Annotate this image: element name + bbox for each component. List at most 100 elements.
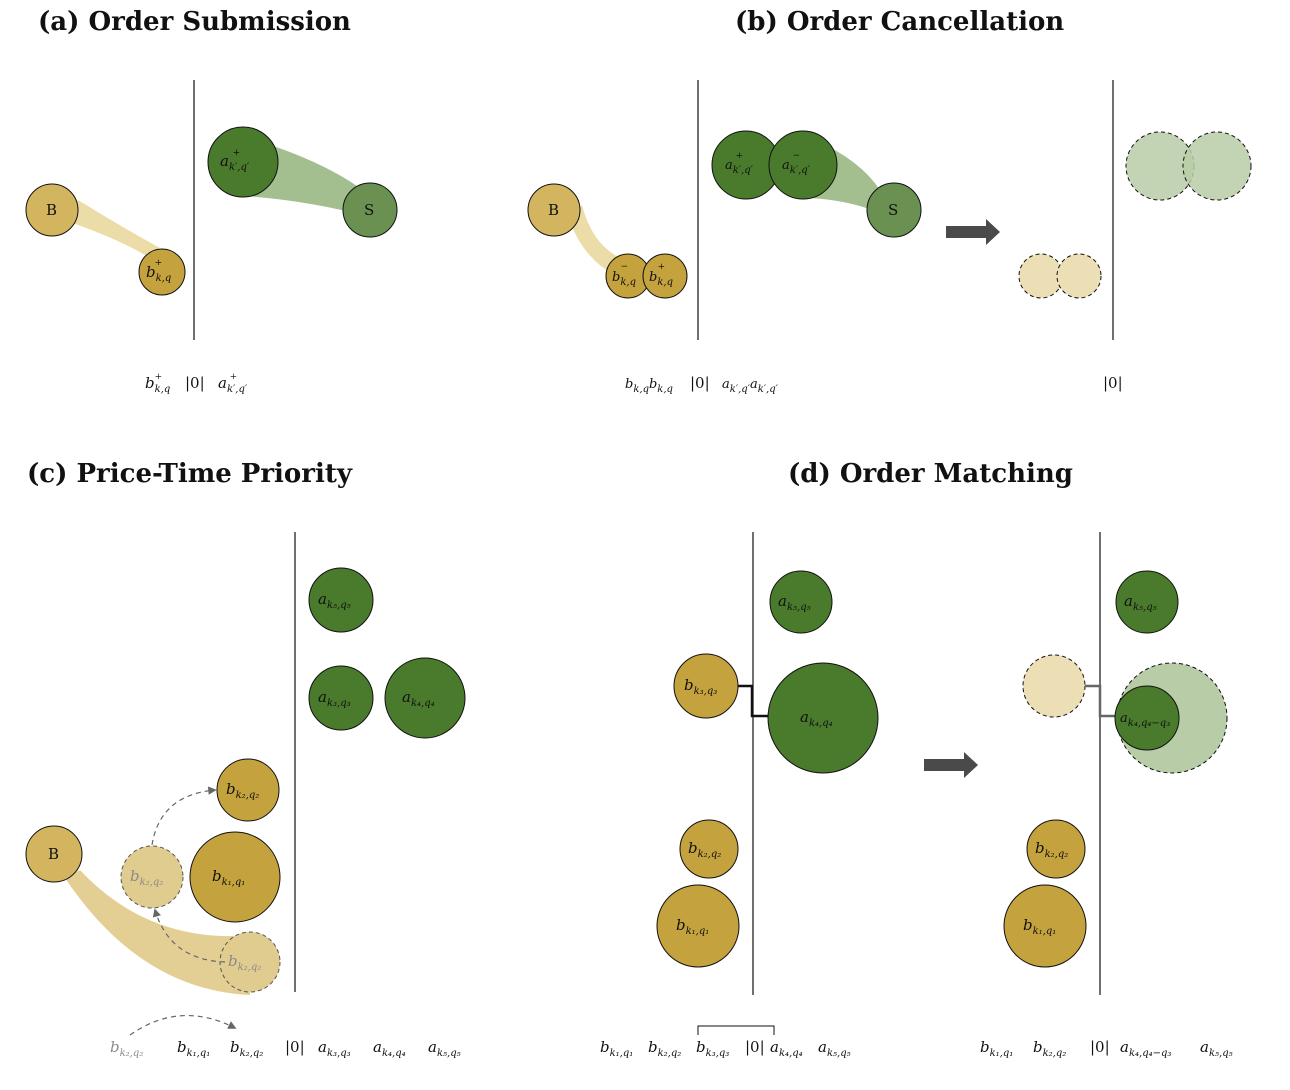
panel-c-book-arrow — [129, 1014, 237, 1036]
panel-a-title: (a) Order Submission — [38, 7, 351, 37]
panel-a-book-bid-sup: + — [155, 369, 162, 383]
panel-c-bid-k2q2 — [216, 758, 280, 822]
panel-d-after-bid-k1q1-label: bk₁,q₁ — [1023, 916, 1056, 937]
panel-d-after-book-k4q4q3: ak₄,q₄−q₃ — [1120, 1038, 1171, 1059]
panel-b-book-right: ak′,q′ak′,q′ — [722, 377, 779, 395]
panel-d-book-k1q1: bk₁,q₁ — [600, 1038, 633, 1059]
panel-c-ask-k5q5 — [308, 567, 374, 633]
panel-c-bid-k1q1 — [189, 831, 281, 923]
panel-b-ask-minus-circle — [768, 130, 838, 200]
panel-c-ask-k4q4 — [384, 657, 466, 739]
panel-a: (a) Order Submission B bk,q + ak′,q′ + S… — [25, 7, 398, 395]
panel-d-after-book-k1q1: bk₁,q₁ — [980, 1038, 1013, 1059]
panel-c-bid-k2q2-label: bk₂,q₂ — [226, 780, 259, 801]
right-arrow-icon — [946, 219, 1000, 245]
right-arrow-icon — [924, 752, 978, 778]
panel-a-ask-sup: + — [233, 145, 240, 159]
panel-a-book-ask-sup: + — [230, 369, 237, 383]
panel-a-book-zero: |0| — [185, 374, 205, 392]
panel-d-bid-k3q3-label: bk₃,q₃ — [684, 676, 717, 697]
panel-b-ask-plus-label: ak′,q′ — [725, 158, 754, 176]
panel-b-buyer-circle — [527, 183, 581, 237]
panel-b-cancelled-bid-1 — [1018, 253, 1064, 299]
panel-d-after-book-k5q5: ak₅,q₅ — [1200, 1038, 1233, 1059]
panel-a-bid-label: bk,q — [146, 263, 171, 284]
panel-b-ask-minus-sup: − — [793, 148, 800, 162]
panel-b-ask-minus-label: ak′,q′ — [782, 158, 811, 176]
panel-d-after-bid-k2q2-label: bk₂,q₂ — [1035, 839, 1068, 860]
panel-b-ask-plus-sup: + — [736, 148, 743, 162]
panel-d-after-connector — [1085, 684, 1116, 718]
panel-d-book-k2q2: bk₂,q₂ — [648, 1038, 681, 1059]
panel-b-bid-minus-label: bk,q — [612, 270, 636, 288]
panel-b-bid-minus-sup: − — [621, 259, 628, 273]
panel-d: (d) Order Matching bk₃,q₃ ak₄,q₄ ak₅,q₅ … — [600, 459, 1233, 1059]
panel-a-buyer-plume — [70, 200, 160, 255]
panel-b-buyer-plume — [570, 205, 620, 275]
panel-b-bid-plus-label: bk,q — [649, 270, 673, 288]
panel-b-cancelled-ask-2 — [1182, 131, 1252, 201]
panel-d-match-connector — [738, 684, 768, 718]
panel-d-ask-k5q5-label: ak₅,q₅ — [778, 592, 811, 613]
panel-d-book-bracket — [697, 1025, 775, 1035]
panel-d-title: (d) Order Matching — [788, 459, 1073, 489]
panel-c-title: (c) Price-Time Priority — [27, 459, 353, 489]
panel-c-buyer-label: B — [48, 845, 59, 863]
panel-d-bid-k2q2-label: bk₂,q₂ — [688, 839, 721, 860]
panel-a-seller-circle — [342, 182, 398, 238]
panel-a-seller-label: S — [364, 201, 374, 219]
panel-d-book-k5q5: ak₅,q₅ — [818, 1038, 851, 1059]
panel-d-book-zero: |0| — [745, 1038, 765, 1056]
panel-d-after-bid-k2q2 — [1026, 819, 1086, 879]
panel-a-book-bid: bk,q — [145, 374, 170, 395]
panel-d-bid-k2q2 — [679, 819, 739, 879]
panel-c-faded-mid-label: bk₂,q₂ — [130, 867, 163, 888]
panel-c: (c) Price-Time Priority B bk₂,q₂ bk₂,q₂ … — [25, 459, 466, 1059]
panel-c-bid-k1q1-label: bk₁,q₁ — [212, 867, 245, 888]
panel-a-ask-circle — [207, 126, 279, 198]
panel-c-book-k2q2: bk₂,q₂ — [230, 1038, 263, 1059]
panel-b: (b) Order Cancellation B bk,q − bk,q + a… — [527, 7, 1252, 395]
panel-a-bid-sup: + — [155, 255, 162, 269]
panel-d-filled-bid — [1022, 654, 1086, 718]
panel-a-book-ask: ak′,q′ — [218, 374, 248, 395]
panel-c-ask-k3q3-label: ak₃,q₃ — [318, 688, 351, 709]
panel-d-bid-k1q1 — [656, 884, 740, 968]
panel-c-book-k5q5: ak₅,q₅ — [428, 1038, 461, 1059]
panel-b-title: (b) Order Cancellation — [735, 7, 1064, 37]
panel-b-seller-circle — [866, 182, 922, 238]
panel-d-after-book-zero: |0| — [1090, 1038, 1110, 1056]
panel-d-after-ask-k5q5 — [1115, 570, 1179, 634]
panel-a-bid-circle — [138, 248, 186, 296]
panel-c-ask-k5q5-label: ak₅,q₅ — [318, 590, 351, 611]
panel-c-buyer-circle — [25, 825, 83, 883]
panel-c-buyer-plume — [65, 870, 255, 995]
panel-c-ask-k4q4-label: ak₄,q₄ — [402, 688, 435, 709]
panel-d-book-k4q4: ak₄,q₄ — [770, 1038, 803, 1059]
panel-b-after-book-zero: |0| — [1103, 374, 1123, 392]
panel-b-bid-plus-circle — [642, 253, 688, 299]
panel-b-bid-plus-sup: + — [658, 259, 665, 273]
panel-c-book-k3q3: ak₃,q₃ — [318, 1038, 351, 1059]
panel-d-ask-residual-label: ak₄,q₄−q₃ — [1120, 711, 1170, 729]
panel-b-book-left: bk,qbk,q — [625, 377, 673, 395]
panel-a-ask-label: ak′,q′ — [220, 152, 250, 173]
panel-a-buyer-label: B — [46, 201, 57, 219]
panel-b-book-zero: |0| — [690, 374, 710, 392]
panel-c-book-k1q1: bk₁,q₁ — [177, 1038, 210, 1059]
panel-b-cancelled-bid-2 — [1056, 253, 1102, 299]
panel-d-ask-k4q4 — [767, 662, 879, 774]
panel-c-arrow-up-2 — [151, 786, 217, 846]
panel-b-buyer-label: B — [548, 201, 559, 219]
panel-c-faded-mid — [120, 845, 184, 909]
panel-c-book-faded: bk₂,q₂ — [110, 1038, 143, 1059]
panel-a-buyer-circle — [25, 183, 79, 237]
panel-c-book-zero: |0| — [285, 1038, 305, 1056]
panel-b-seller-label: S — [888, 201, 898, 219]
panel-d-ask-k5q5 — [769, 570, 833, 634]
panel-c-faded-low-label: bk₂,q₂ — [228, 952, 261, 973]
panel-d-ask-residual — [1114, 685, 1180, 751]
panel-c-arrow-up-1 — [152, 908, 226, 963]
panel-d-after-ask-k5q5-label: ak₅,q₅ — [1124, 592, 1157, 613]
